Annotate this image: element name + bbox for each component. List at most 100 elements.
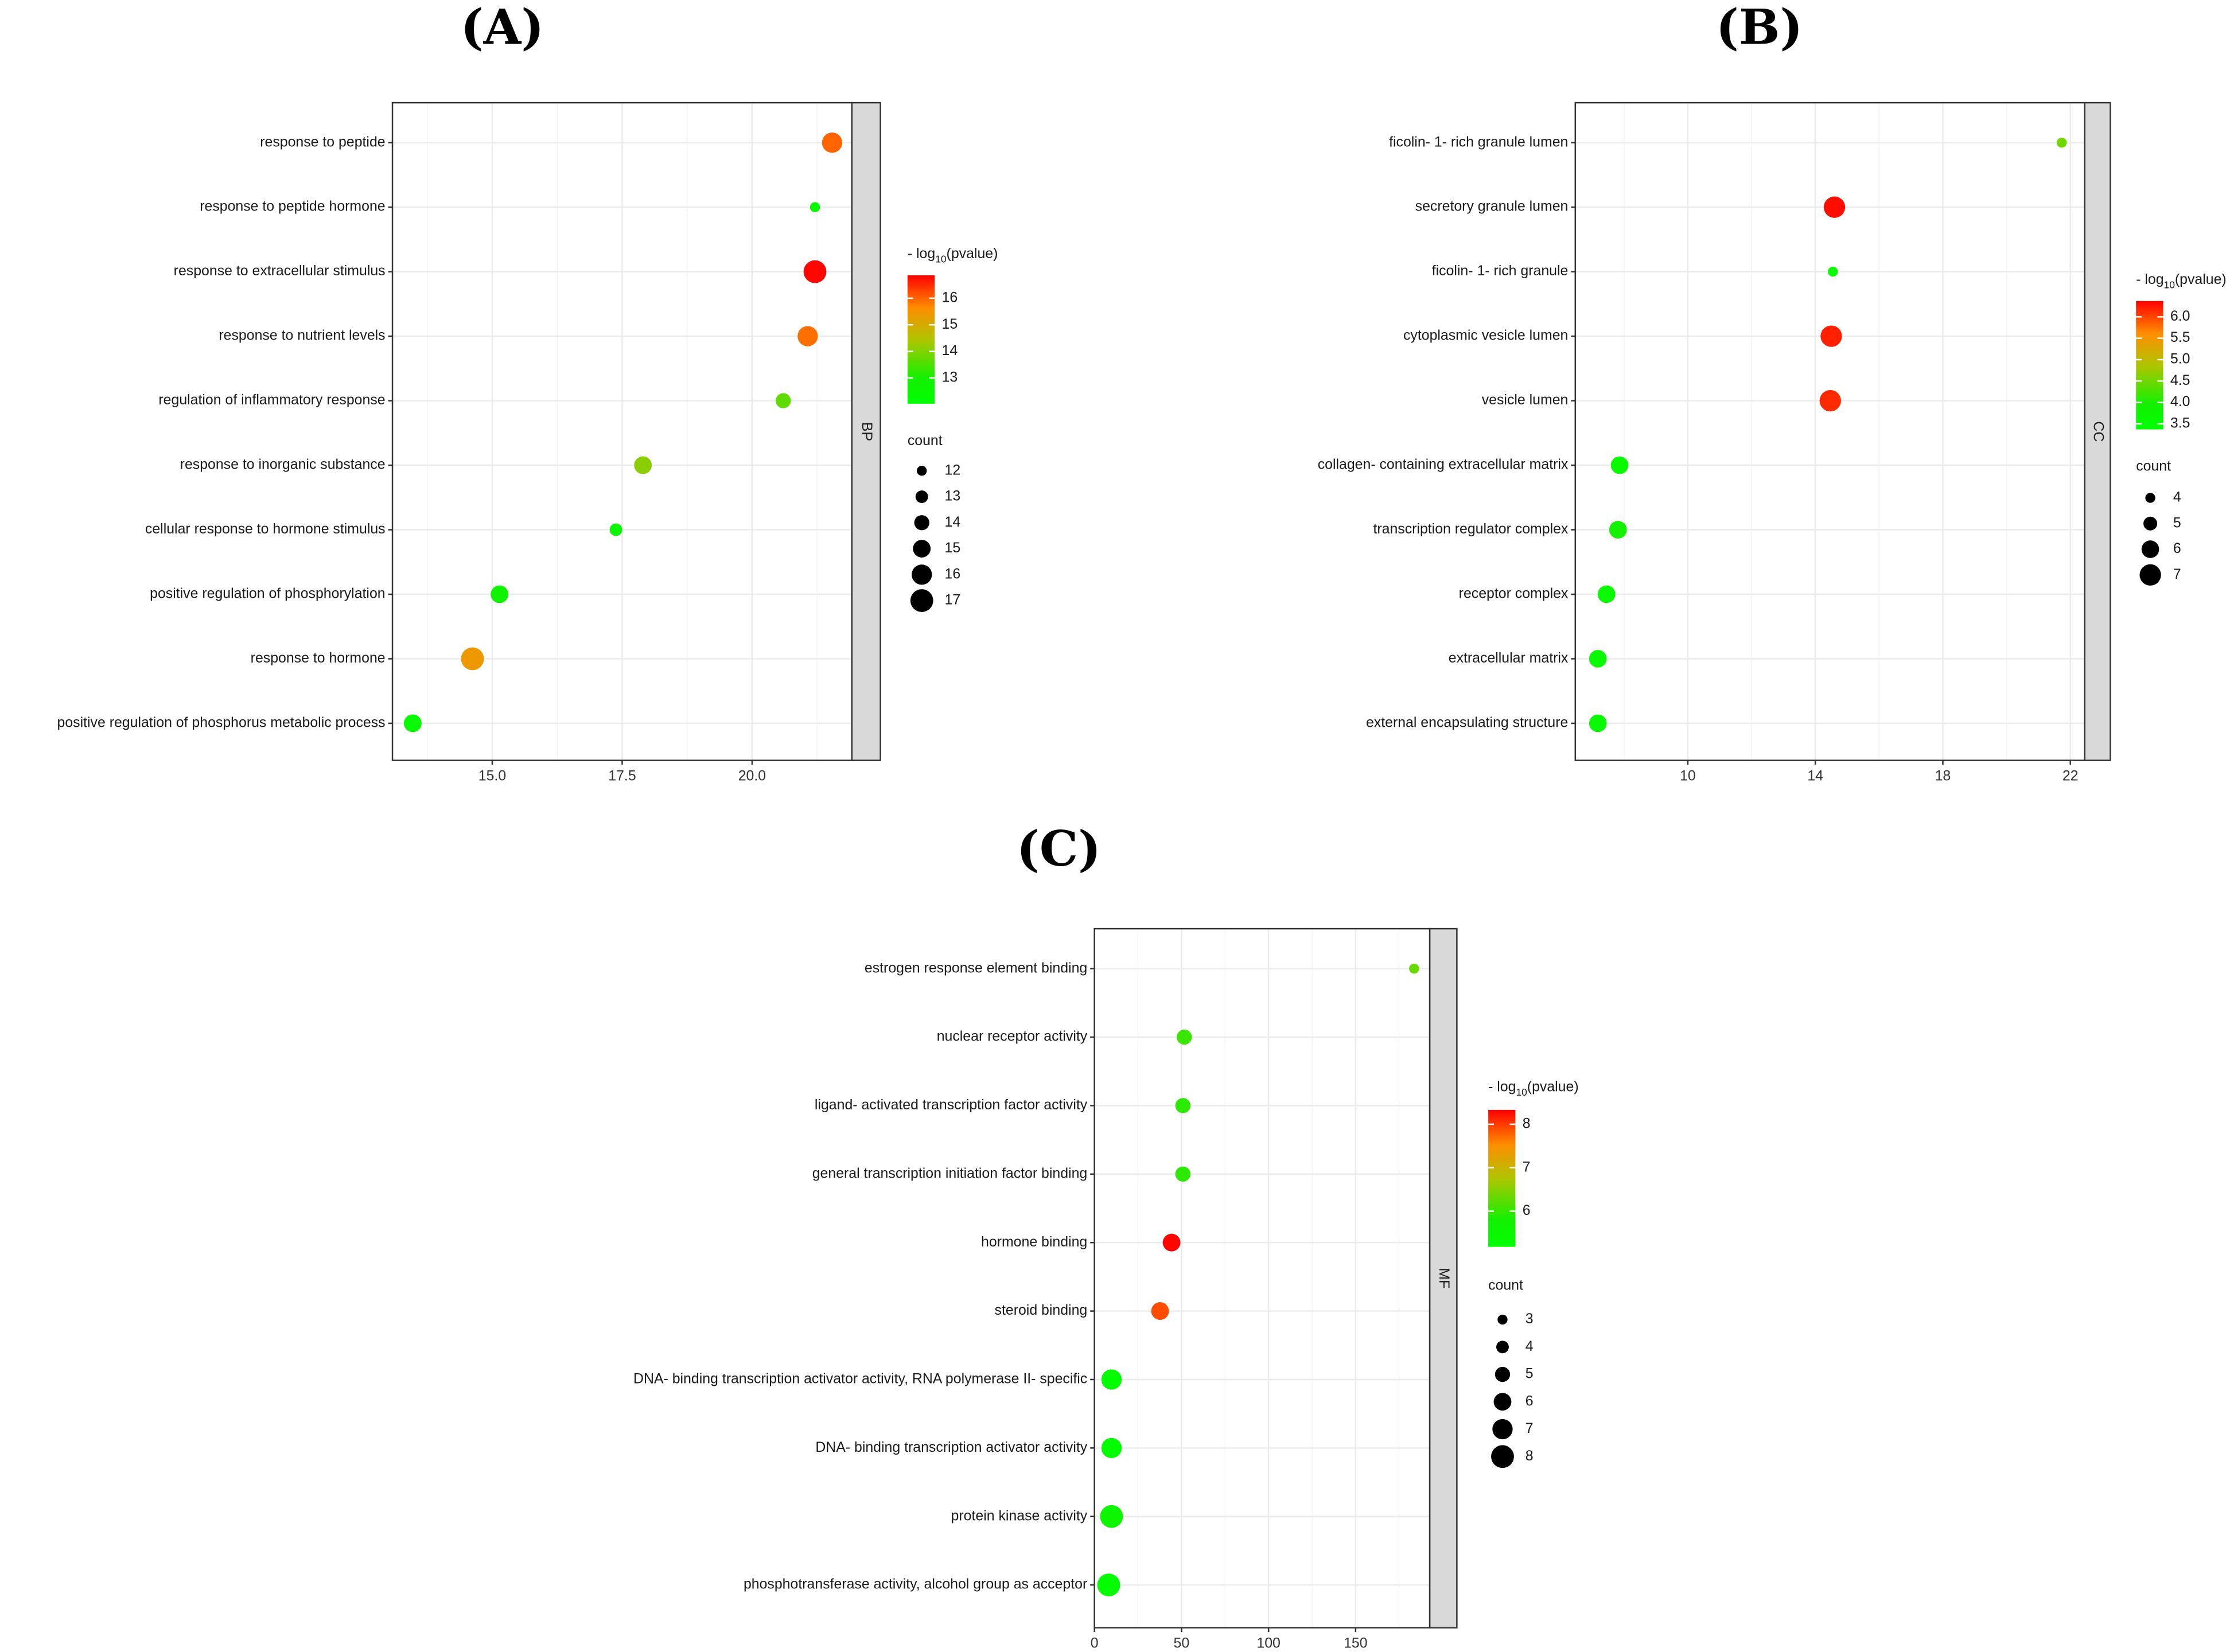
x-tick-label: 20.0 — [738, 767, 766, 784]
legend-title-prefix: - log — [2136, 271, 2163, 287]
legend-title-subscript: 10 — [2164, 279, 2175, 290]
y-tick-label: ficolin- 1- rich granule — [1432, 263, 1569, 279]
facet-strip — [851, 102, 881, 761]
data-point — [1097, 1573, 1120, 1597]
data-point — [1100, 1505, 1123, 1528]
size-legend-label: 14 — [945, 514, 961, 530]
data-point — [1175, 1098, 1191, 1113]
data-point — [1828, 266, 1838, 277]
y-tick-label: response to inorganic substance — [180, 457, 386, 473]
facet-strip — [1429, 928, 1458, 1628]
legend-title-subscript: 10 — [935, 254, 946, 265]
panel-bp: (A) response to peptide response to peptid… — [57, 0, 998, 784]
y-tick-label: extracellular matrix — [1449, 650, 1569, 666]
y-tick-label: response to peptide hormone — [200, 198, 385, 215]
y-tick-label: protein kinase activity — [951, 1507, 1088, 1524]
y-tick-label: general transcription initiation factor … — [812, 1165, 1088, 1181]
data-point — [803, 260, 827, 283]
x-tick-label: 15.0 — [478, 767, 506, 784]
facet-label: CC — [2090, 421, 2106, 442]
y-tick-label: steroid binding — [995, 1302, 1088, 1318]
size-legend-key — [917, 466, 927, 476]
x-tick-label: 18 — [1935, 767, 1951, 784]
y-tick-label: transcription regulator complex — [1373, 521, 1568, 537]
colorbar-tick-label: 8 — [1523, 1115, 1531, 1131]
colorbar-tick-label: 4.0 — [2170, 393, 2190, 410]
x-tick-label: 14 — [1807, 767, 1823, 784]
y-tick-label: positive regulation of phosphorus metabo… — [57, 714, 386, 730]
panel-label: (A) — [461, 0, 544, 56]
size-legend-label: 6 — [1525, 1393, 1534, 1409]
legend-title-subscript: 10 — [1516, 1086, 1527, 1098]
size-legend-key — [914, 515, 929, 531]
data-point — [1819, 389, 1841, 412]
size-legend-key — [1496, 1341, 1509, 1354]
colorbar-tick-label: 5.0 — [2170, 351, 2190, 367]
colorbar-tick-label: 16 — [942, 289, 958, 305]
x-tick-label: 10 — [1680, 767, 1696, 784]
data-point — [810, 202, 820, 212]
x-tick-label: 22 — [2062, 767, 2079, 784]
legend-title-prefix: - log — [1488, 1079, 1516, 1095]
data-point — [634, 456, 652, 474]
colorbar — [2136, 301, 2163, 430]
y-tick-label: cellular response to hormone stimulus — [145, 521, 386, 537]
size-legend-key — [1492, 1419, 1513, 1440]
y-tick-label: ligand- activated transcription factor a… — [815, 1097, 1088, 1113]
facet-strip — [2084, 102, 2111, 761]
y-tick-label: DNA- binding transcription activator act… — [633, 1371, 1087, 1387]
y-tick-label: positive regulation of phosphorylation — [150, 586, 385, 602]
size-legend-label: 3 — [1525, 1311, 1534, 1327]
size-legend-key — [2141, 540, 2159, 558]
size-legend-label: 5 — [1525, 1366, 1534, 1382]
colorbar-tick-label: 15 — [942, 316, 958, 332]
size-legend-key — [912, 564, 932, 585]
plot-background — [1094, 929, 1430, 1628]
legend-title-suffix: (pvalue) — [2175, 271, 2226, 287]
size-legend-label: 6 — [2173, 540, 2181, 556]
y-tick-label: response to hormone — [251, 650, 386, 666]
y-tick-label: collagen- containing extracellular matri… — [1318, 457, 1569, 473]
y-tick-label: cytoplasmic vesicle lumen — [1403, 328, 1568, 344]
y-tick-label: phosphotransferase activity, alcohol gro… — [744, 1576, 1087, 1592]
size-legend-key — [1491, 1445, 1514, 1468]
y-tick-label: nuclear receptor activity — [937, 1028, 1088, 1045]
y-tick-label: receptor complex — [1459, 586, 1569, 602]
size-legend-label: 12 — [945, 462, 961, 478]
size-legend-label: 5 — [2173, 515, 2181, 531]
y-tick-label: response to peptide — [260, 134, 385, 150]
size-legend-key — [913, 540, 931, 558]
colorbar-tick-label: 3.5 — [2170, 415, 2190, 431]
y-tick-label: response to extracellular stimulus — [174, 263, 386, 279]
size-legend-title: count — [2136, 458, 2171, 474]
data-point — [822, 133, 843, 153]
size-legend-title: count — [1488, 1277, 1523, 1293]
y-tick-label: DNA- binding transcription activator act… — [815, 1439, 1087, 1455]
size-legend-key — [910, 589, 933, 612]
colorbar-tick-label: 6 — [1523, 1202, 1531, 1218]
data-point — [1177, 1029, 1192, 1045]
data-point — [1151, 1302, 1169, 1320]
panel-label: (C) — [1017, 820, 1101, 877]
y-tick-label: response to nutrient levels — [219, 328, 385, 344]
size-legend-label: 7 — [2173, 566, 2181, 582]
x-tick-label: 100 — [1256, 1635, 1280, 1651]
y-tick-label: vesicle lumen — [1482, 392, 1569, 408]
data-point — [1820, 325, 1842, 347]
size-legend-key — [1495, 1366, 1511, 1382]
panel-cc: (B) ficolin- 1- rich granule lumen secreto… — [1318, 0, 2226, 784]
colorbar-tick-label: 4.5 — [2170, 372, 2190, 388]
colorbar-tick-label: 5.5 — [2170, 329, 2190, 345]
colorbar-tick-label: 7 — [1523, 1159, 1531, 1175]
y-tick-label: external encapsulating structure — [1366, 714, 1568, 730]
size-legend-key — [1497, 1314, 1508, 1325]
data-point — [1409, 964, 1419, 974]
y-tick-label: ficolin- 1- rich granule lumen — [1389, 134, 1568, 150]
size-legend-key — [2139, 564, 2161, 586]
data-point — [403, 714, 422, 733]
data-point — [1610, 456, 1629, 474]
y-tick-label: regulation of inflammatory response — [158, 392, 385, 408]
size-legend-label: 8 — [1525, 1448, 1534, 1464]
legend-title-suffix: (pvalue) — [1527, 1079, 1579, 1095]
size-legend-label: 7 — [1525, 1420, 1534, 1436]
